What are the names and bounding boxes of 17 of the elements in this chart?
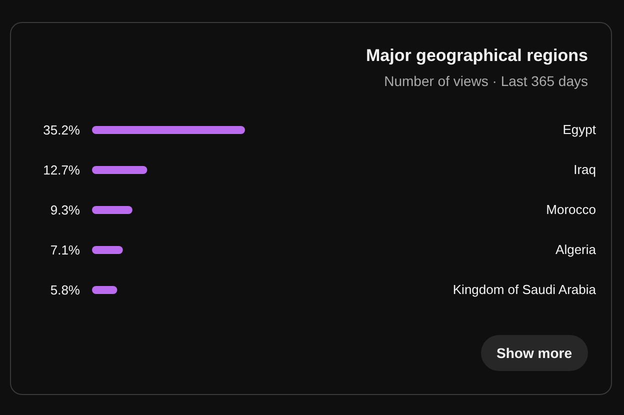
data-label: 9.3% — [50, 202, 80, 218]
bar — [92, 126, 245, 134]
y-tick-label: Iraq — [574, 162, 596, 177]
text: Major geographical regions — [366, 46, 588, 66]
data-label: 35.2% — [43, 122, 80, 138]
text: Number of views · Last 365 days — [384, 73, 588, 89]
bar — [92, 246, 123, 254]
data-label: 12.7% — [43, 162, 80, 178]
bar — [92, 166, 148, 174]
y-tick-label: Algeria — [556, 242, 597, 257]
data-label: 7.1% — [50, 242, 80, 258]
y-tick-label: Kingdom of Saudi Arabia — [452, 282, 597, 297]
show-more-button: Show more — [480, 335, 588, 371]
y-tick-label: Egypt — [562, 122, 596, 137]
data-label: 5.8% — [50, 282, 80, 298]
y-tick-label: Morocco — [546, 202, 596, 217]
bar — [92, 206, 132, 214]
